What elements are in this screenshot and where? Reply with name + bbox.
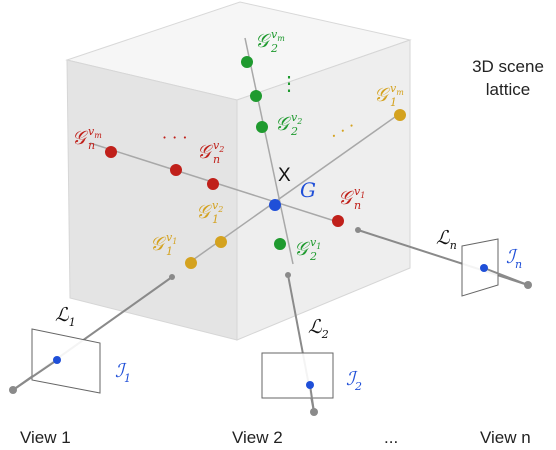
- ray-label-2: ℒ2: [308, 316, 329, 341]
- view-label-1: View 1: [20, 428, 71, 447]
- ray-2-start-dot: [285, 272, 291, 278]
- view-label-2: View 2: [232, 428, 283, 447]
- yellow-point-vm: [394, 109, 406, 121]
- red-point-v2: [170, 164, 182, 176]
- yellow-lattice-line: [189, 111, 403, 263]
- camera-2-dot: [310, 408, 318, 416]
- ray-n-through-plane: [483, 267, 529, 286]
- camera-n-dot: [524, 281, 532, 289]
- scene-label-line2: lattice: [486, 80, 530, 99]
- red-ellipsis: · · ·: [162, 128, 187, 147]
- yellow-point-v1: [185, 257, 197, 269]
- green-point-mid: [250, 90, 262, 102]
- ray-n: [357, 229, 529, 286]
- red-point-v1-near: [207, 178, 219, 190]
- view-label-n: View n: [480, 428, 531, 447]
- red-point-v1: [332, 215, 344, 227]
- ray-1-start-dot: [169, 274, 175, 280]
- image-point-n: [480, 264, 488, 272]
- view-label-ellipsis: ...: [384, 428, 398, 447]
- image-plane-1: [31, 328, 101, 394]
- image-point-1: [53, 356, 61, 364]
- center-point-label: X: [278, 165, 291, 186]
- image-point-2: [306, 381, 314, 389]
- ray-label-n: ℒn: [436, 227, 457, 252]
- ray-1-through-plane: [12, 359, 58, 391]
- image-plane-n: [461, 238, 499, 297]
- center-point: [269, 199, 281, 211]
- yellow-point-v2: [215, 236, 227, 248]
- scene-label-line1: 3D scene: [472, 57, 544, 76]
- green-ellipsis: ⋮: [279, 71, 299, 95]
- green-point-v1: [274, 238, 286, 250]
- cube-side-face: [236, 39, 411, 341]
- center-group-label: G: [300, 178, 316, 202]
- image-label-1: ℐ1: [115, 360, 131, 385]
- ray-n-start-dot: [355, 227, 361, 233]
- camera-1-dot: [9, 386, 17, 394]
- ray-2-through-plane: [309, 384, 315, 413]
- image-plane-2: [261, 352, 334, 399]
- green-point-v2: [256, 121, 268, 133]
- image-label-2: ℐ2: [346, 368, 362, 393]
- green-lattice-line: [244, 37, 294, 265]
- green-point-vm: [241, 56, 253, 68]
- red-point-vm: [105, 146, 117, 158]
- ray-label-1: ℒ1: [55, 304, 76, 329]
- image-label-n: ℐn: [506, 246, 522, 271]
